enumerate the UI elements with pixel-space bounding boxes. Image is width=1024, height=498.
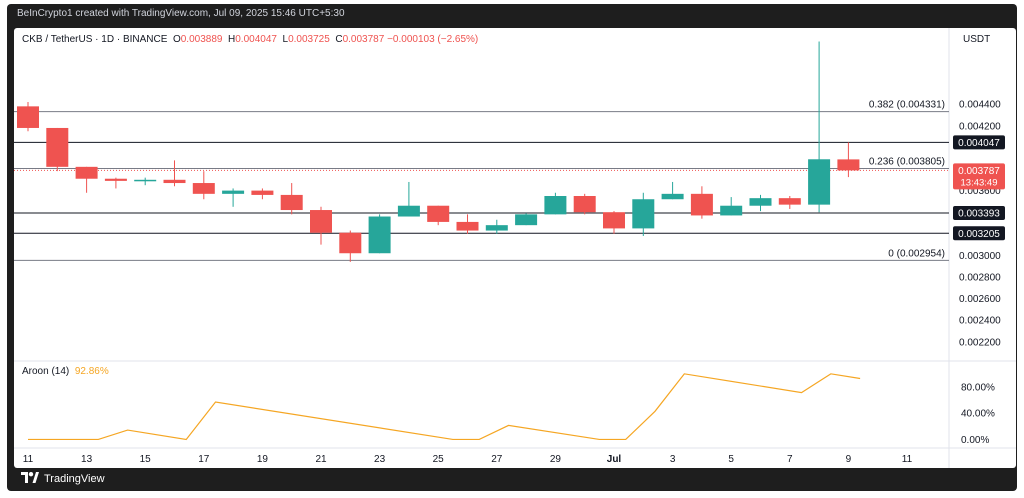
price-tick-label: 0.002800: [959, 273, 1001, 284]
level-price-tag: [953, 135, 1005, 150]
candle-body: [192, 183, 215, 194]
price-tick-label: 0.002600: [959, 294, 1001, 305]
candle-body: [46, 127, 69, 167]
level-price-tag-text: 0.003393: [958, 208, 1000, 219]
aroon-tick-label: 0.00%: [961, 435, 989, 446]
candle-body: [515, 214, 538, 226]
candle-body: [778, 198, 801, 205]
candle-body: [397, 205, 420, 217]
candle-body: [544, 196, 567, 215]
legend-layer: CKB / TetherUS · 1D · BINANCE O0.003889 …: [22, 34, 478, 377]
legend-c-label: C: [335, 34, 342, 45]
price-tick-label: 0.002200: [959, 337, 1001, 348]
aroon-tick-label: 40.00%: [961, 409, 995, 420]
chart-area[interactable]: 0.382 (0.004331) 0.236 (0.003805) 0 (0.002…: [14, 28, 1016, 468]
legend-h-value: 0.004047: [235, 34, 282, 45]
candles-layer: [17, 41, 860, 262]
ohlc-legend: CKB / TetherUS · 1D · BINANCE O0.003889 …: [22, 34, 478, 45]
candle-body: [310, 210, 332, 233]
candle-body: [427, 205, 450, 222]
aroon-layer: [28, 373, 861, 441]
time-tick-label: 3: [670, 454, 676, 465]
time-tick-label: 25: [433, 454, 445, 465]
price-chart-svg[interactable]: 0.382 (0.004331) 0.236 (0.003805) 0 (0.002…: [14, 28, 1016, 468]
time-tick-label: 17: [198, 454, 210, 465]
candle-body: [573, 196, 596, 213]
candle-body: [75, 166, 98, 179]
candle-body: [632, 199, 655, 229]
time-tick-label: 19: [257, 454, 269, 465]
tradingview-brand-text: TradingView: [44, 473, 105, 485]
legend-o-label: O: [173, 34, 181, 45]
candle-body: [104, 178, 127, 181]
time-tick-label: 11: [23, 454, 34, 465]
attribution-text: BeInCrypto1 created with TradingView.com…: [17, 8, 345, 19]
aroon-tick-label: 80.00%: [961, 382, 995, 393]
chart-frame: BeInCrypto1 created with TradingView.com…: [7, 4, 1017, 491]
legend-c-value: 0.003787: [343, 34, 388, 45]
legend-l-value: 0.003725: [288, 34, 335, 45]
price-tick-label: 0.002400: [959, 316, 1001, 327]
candle-body: [251, 190, 274, 195]
level-price-tag-text: 0.003205: [958, 229, 1000, 240]
price-tick-label: 0.003600: [959, 186, 1001, 197]
time-tick-label: 5: [728, 454, 734, 465]
time-tick-label: 23: [374, 454, 386, 465]
time-tick-label: 27: [491, 454, 503, 465]
level-price-tag: [953, 205, 1005, 220]
candle-body: [280, 194, 303, 211]
candle-body: [163, 179, 186, 184]
time-tick-label: 13: [81, 454, 93, 465]
time-tick-label: Jul: [607, 454, 622, 465]
tradingview-brand[interactable]: TradingView: [21, 470, 105, 488]
fib-level-label: 0 (0.002954): [888, 248, 945, 259]
candle-body: [837, 159, 860, 171]
candle-body: [808, 159, 831, 205]
candle-body: [222, 190, 245, 194]
time-tick-label: 7: [787, 454, 793, 465]
candle-body: [603, 212, 625, 229]
current-price-tag: [953, 163, 1005, 190]
time-tick-label: 15: [140, 454, 152, 465]
level-price-tag: [953, 226, 1005, 241]
time-tick-label: 29: [550, 454, 562, 465]
candle-body: [368, 216, 391, 254]
fib-level-label: 0.382 (0.004331): [869, 100, 945, 111]
candle-body: [661, 193, 684, 200]
aroon-legend-title: Aroon (14): [22, 366, 75, 377]
fib-level-label: 0.236 (0.003805): [869, 156, 945, 167]
price-tick-label: 0.004200: [959, 121, 1001, 132]
aroon-up-line: [28, 373, 861, 441]
candle-body: [720, 205, 743, 216]
legend-l-label: L: [283, 34, 289, 45]
price-tick-label: 0.004400: [959, 100, 1001, 111]
time-axis[interactable]: 11 13 15 17 19 21 23 25 27 29 Jul 3 5 7 9 11: [23, 454, 913, 465]
time-tick-label: 11: [902, 454, 913, 465]
candle-body: [485, 225, 508, 231]
legend-h-label: H: [228, 34, 235, 45]
level-price-tag-text: 0.004047: [958, 138, 1000, 149]
time-tick-label: 9: [846, 454, 852, 465]
aroon-legend-value: 92.86%: [75, 366, 109, 377]
candle-body: [690, 193, 713, 216]
price-currency-label: USDT: [963, 34, 990, 45]
candle-body: [339, 232, 362, 254]
tradingview-logo-icon: [21, 472, 39, 486]
candle-body: [456, 221, 479, 231]
price-axis[interactable]: 0.004400 0.004200 0.003600 0.003000 0.002800…: [953, 34, 1005, 446]
price-tick-label: 0.003000: [959, 251, 1001, 262]
candle-body: [749, 198, 772, 206]
current-price-tag-text: 0.003787: [958, 166, 1000, 177]
legend-o-value: 0.003889: [181, 34, 228, 45]
legend-symbol: CKB / TetherUS · 1D · BINANCE: [22, 34, 173, 45]
candle-countdown-text: 13:43:49: [961, 177, 998, 188]
grid-layer: [14, 28, 1016, 468]
candle-body: [17, 106, 39, 128]
time-tick-label: 21: [315, 454, 327, 465]
candle-body: [134, 179, 157, 182]
legend-change: −0.000103 (−2.65%): [387, 34, 478, 45]
aroon-legend: Aroon (14) 92.86%: [22, 366, 109, 377]
levels-layer: 0.382 (0.004331) 0.236 (0.003805) 0 (0.002…: [14, 100, 949, 261]
